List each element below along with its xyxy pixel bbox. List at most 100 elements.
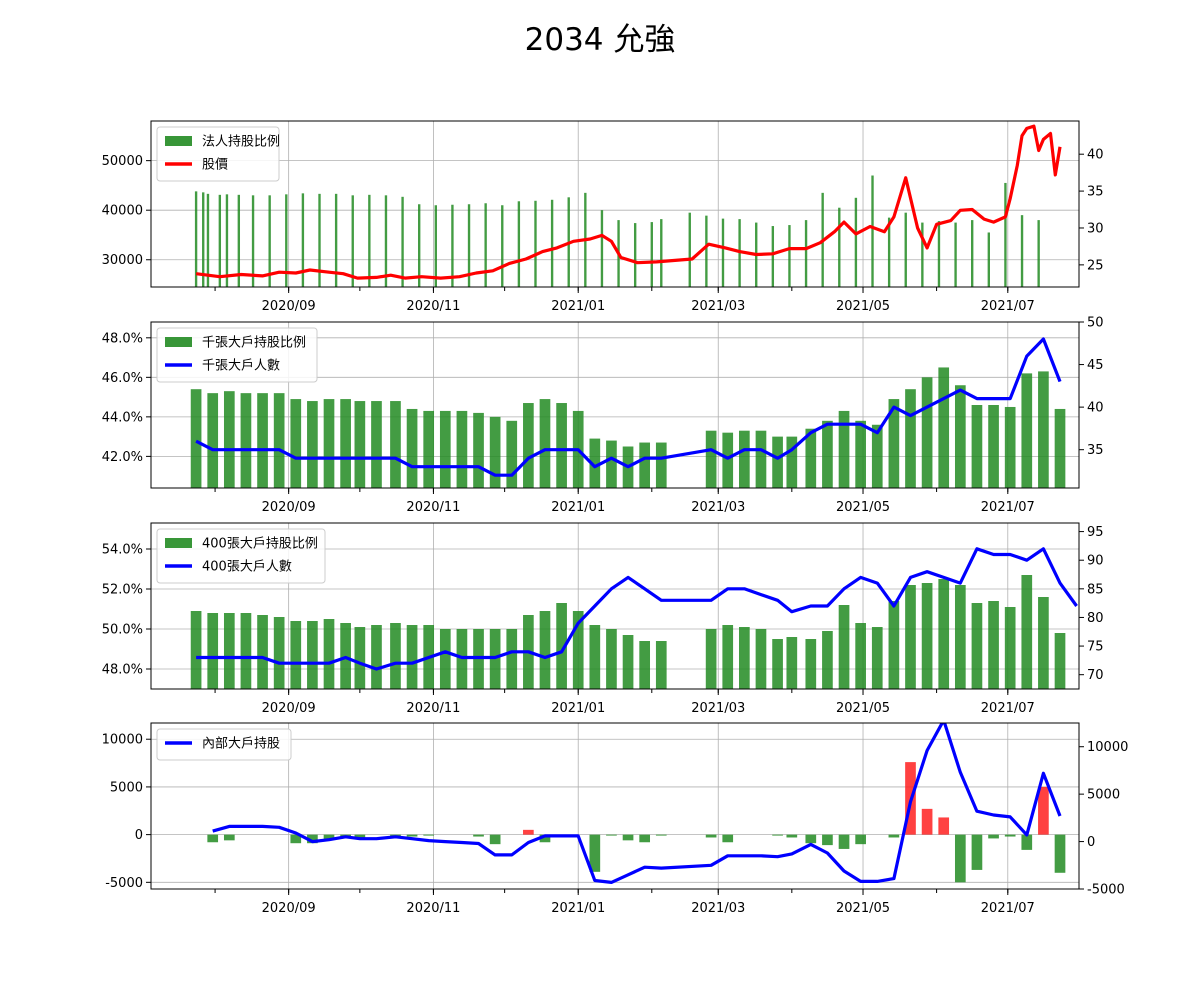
bar [639, 641, 651, 689]
y-tick-label: 85 [1087, 582, 1104, 597]
bar [871, 424, 883, 488]
bar [589, 438, 601, 488]
bar [971, 834, 983, 870]
bar [506, 420, 518, 488]
bar [871, 175, 874, 287]
plot-area [194, 124, 1062, 287]
x-tick-label: 2020/09 [262, 901, 316, 916]
y-tick-label: 95 [1087, 525, 1104, 540]
legend: 400張大戶持股比例 400張大戶人數 [156, 528, 326, 584]
x-tick-label: 2021/05 [836, 299, 890, 314]
bar [1054, 408, 1066, 488]
x-tick-label: 2021/03 [691, 299, 745, 314]
x-tick-label: 2020/11 [406, 299, 460, 314]
y-tick-label: 50000 [102, 154, 143, 169]
legend-swatch [165, 538, 192, 548]
x-tick-label: 2020/09 [262, 500, 316, 515]
bar [207, 613, 219, 689]
bar [954, 585, 966, 689]
bar [194, 191, 198, 287]
bar [971, 405, 983, 488]
bar [854, 197, 858, 287]
bar [323, 834, 335, 840]
y-tick-label: 35 [1087, 443, 1104, 458]
bar [721, 218, 725, 287]
legend: 內部大戶持股 [156, 728, 292, 761]
bar [534, 200, 537, 287]
y-tick-label: 35 [1087, 185, 1104, 200]
bar [473, 412, 484, 488]
grid-lines [151, 121, 1079, 287]
y-tick-label: 10000 [1087, 740, 1128, 755]
bar [473, 834, 484, 837]
y-tick-label: 50.0% [102, 623, 143, 638]
series-line [195, 124, 1062, 280]
x-tick-label: 2020/11 [406, 701, 460, 716]
y-tick-label: 40 [1087, 148, 1104, 163]
bar [251, 195, 255, 287]
bar [938, 817, 950, 835]
bar [273, 393, 285, 488]
bar [307, 401, 318, 488]
bar [418, 204, 421, 287]
bar [1021, 834, 1033, 850]
bar [855, 420, 866, 488]
bar [822, 834, 833, 846]
bar [606, 440, 617, 488]
bar [871, 627, 883, 689]
x-tick-label: 2021/05 [836, 701, 890, 716]
bar [371, 401, 382, 488]
series-line [196, 547, 1078, 671]
bar [467, 204, 471, 287]
bar [650, 222, 653, 287]
legend-label: 法人持股比例 [202, 135, 280, 150]
bar [1004, 182, 1007, 287]
y-tick-label: 90 [1087, 554, 1104, 569]
bar [223, 834, 235, 841]
x-axis: 2020/09 2020/11 2021/01 2021/03 2021/05 2021/… [214, 287, 1035, 314]
bar [351, 195, 354, 287]
series-bars [207, 762, 1066, 883]
bar [688, 212, 691, 287]
bar [401, 196, 404, 287]
plot-frame [150, 722, 1080, 890]
x-tick-label: 2021/01 [551, 500, 605, 515]
y-tick-label: 40000 [102, 204, 143, 219]
bar [202, 192, 205, 287]
x-tick-label: 2021/05 [836, 901, 890, 916]
bar [888, 399, 900, 488]
bar [257, 393, 268, 488]
legend-label: 千張大戶持股比例 [202, 336, 306, 351]
plot-area [190, 337, 1066, 488]
chart-panel-4: 2020/09 2020/11 2021/01 2021/03 2021/05 2021/… [102, 722, 1128, 916]
bar [523, 403, 534, 488]
bar [473, 629, 484, 689]
bar [384, 195, 388, 287]
legend-label: 內部大戶持股 [202, 737, 280, 752]
x-axis: 2020/09 2020/11 2021/01 2021/03 2021/05 2021/… [214, 689, 1035, 716]
bar [354, 401, 366, 488]
y-axis-left: 42.0% 44.0% 46.0% 48.0% [102, 331, 151, 465]
bar [786, 436, 798, 488]
legend-label: 股價 [202, 158, 228, 173]
bar [1004, 834, 1016, 837]
bar [1038, 371, 1049, 488]
x-tick-label: 2021/07 [981, 901, 1035, 916]
y-tick-label: 0 [1087, 835, 1095, 850]
bar [921, 377, 933, 488]
bar [1038, 786, 1049, 835]
bar [207, 393, 219, 488]
y-tick-label: 52.0% [102, 583, 143, 598]
bar [1020, 215, 1024, 287]
bar [888, 834, 900, 838]
x-axis: 2020/09 2020/11 2021/01 2021/03 2021/05 2021/… [214, 889, 1035, 916]
bar [755, 629, 767, 689]
y-tick-label: 44.0% [102, 410, 143, 425]
bar [207, 834, 219, 843]
bar [655, 834, 667, 836]
y-axis-right: -5000 0 5000 10000 [1079, 740, 1128, 898]
x-tick-label: 2021/03 [691, 701, 745, 716]
bar [905, 389, 916, 488]
bar [406, 625, 418, 689]
bar [888, 601, 900, 689]
